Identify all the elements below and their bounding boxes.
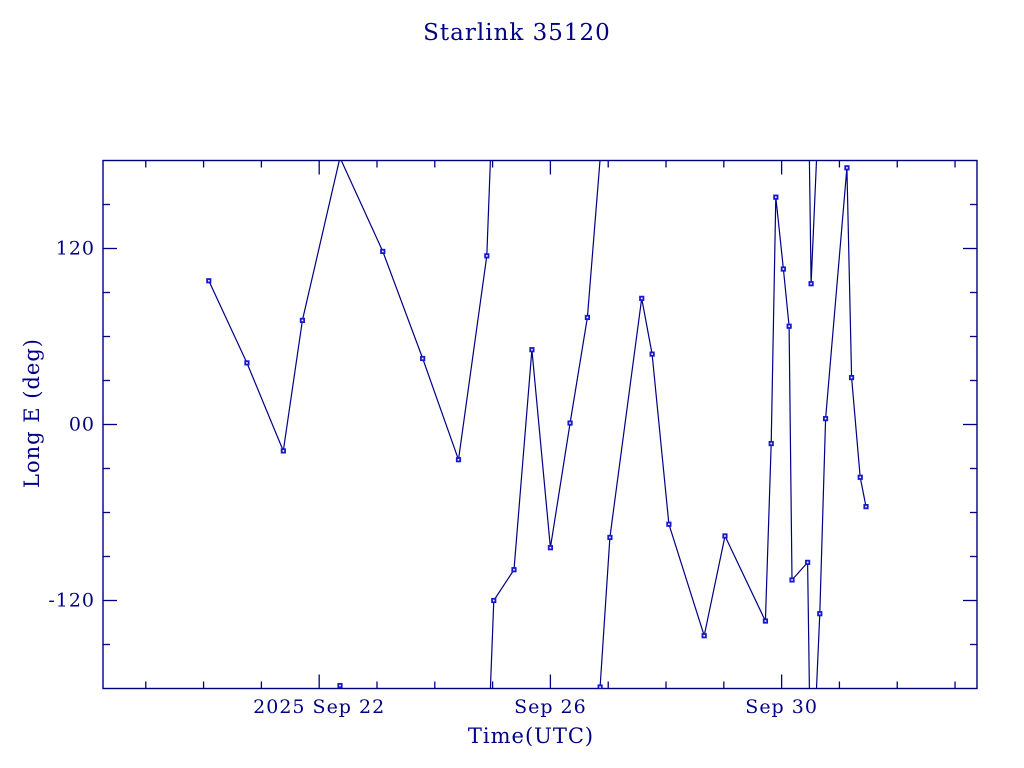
plot-frame [102,159,978,690]
data-point-marker-center [782,268,785,270]
data-point-marker-center [457,458,460,461]
x-tick-label: Sep 26 [514,696,587,718]
y-tick-label: -120 [48,590,95,612]
data-point-marker-center [339,684,341,687]
data-point-marker-center [586,316,589,319]
data-point-marker-center [818,612,821,615]
data-point-marker-center [724,535,726,537]
data-point-marker-center [492,599,495,602]
data-point-marker-center [531,348,533,351]
data-point-marker-center [301,319,304,322]
data-point-marker-center [486,255,488,257]
data-point-marker-center [788,325,790,328]
data-point-marker-center [513,568,515,571]
data-point-marker-center [764,620,767,622]
data-point-marker-center [640,297,643,300]
data-point-marker-center [846,167,848,169]
data-point-marker-center [207,279,210,282]
data-point-marker-center [775,196,777,198]
data-point-marker-center [569,422,571,424]
data-point-marker-center [609,536,611,539]
data-point-marker-center [549,546,552,549]
data-point-marker-center [791,579,793,581]
y-tick-label: 120 [56,238,95,260]
data-line [208,160,867,689]
data-point-marker-center [850,376,853,379]
data-point-marker-center [770,442,773,445]
data-point-marker-center [651,353,653,355]
data-point-marker-center [810,282,812,285]
data-point-marker-center [824,417,827,420]
x-axis-label: Time(UTC) [467,724,595,748]
data-point-marker-center [859,476,862,479]
data-point-marker-center [381,250,384,253]
x-tick-label: Sep 30 [745,696,818,718]
data-point-marker-center [246,362,248,364]
y-tick-label: 00 [69,414,95,436]
x-tick-label: 2025 Sep 22 [253,696,385,718]
data-point-marker-center [865,505,867,508]
chart-title: Starlink 35120 [423,20,611,46]
data-point-marker-center [703,634,705,637]
data-point-marker-center [806,561,809,564]
data-point-marker-center [599,686,601,688]
data-point-marker-center [282,450,285,452]
data-point-marker-center [668,523,670,526]
data-point-marker-center [421,357,424,360]
